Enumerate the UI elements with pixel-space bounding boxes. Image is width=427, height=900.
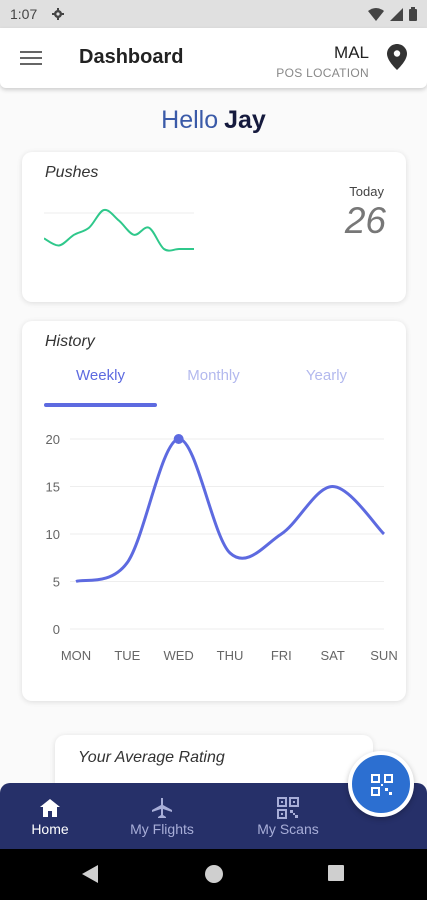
y-tick-label: 0 xyxy=(53,622,60,637)
nav-home[interactable]: Home xyxy=(0,783,100,849)
greeting: Hello Jay xyxy=(0,106,427,135)
app-bar: Dashboard MAL POS LOCATION xyxy=(0,28,427,88)
greeting-word: Hello xyxy=(161,106,219,134)
qr-code-icon xyxy=(277,797,299,819)
y-tick-label: 15 xyxy=(46,480,60,495)
x-tick-label: MON xyxy=(61,648,91,663)
x-tick-label: WED xyxy=(163,648,193,663)
pos-location-label: POS LOCATION xyxy=(276,66,369,80)
nav-my-scans-label: My Scans xyxy=(257,821,319,837)
x-tick-label: TUE xyxy=(114,648,140,663)
y-tick-label: 10 xyxy=(46,527,60,542)
rating-title: Your Average Rating xyxy=(78,749,225,766)
qr-scan-icon xyxy=(371,774,393,796)
pos-code: MAL xyxy=(334,43,369,62)
status-bar: 1:07 xyxy=(0,0,427,28)
nav-my-scans[interactable]: My Scans xyxy=(238,783,338,849)
battery-icon xyxy=(409,7,417,21)
location-pin-icon[interactable] xyxy=(387,44,407,70)
system-nav-bar xyxy=(0,849,427,900)
x-tick-label: SUN xyxy=(370,648,397,663)
page-title: Dashboard xyxy=(79,46,184,68)
x-tick-label: THU xyxy=(217,648,244,663)
history-chart: 0 5 10 15 20 MON TUE WED THU FRI SAT SUN xyxy=(46,432,398,663)
airplane-icon xyxy=(152,798,172,818)
tab-yearly[interactable]: Yearly xyxy=(305,367,348,384)
pushes-card: Pushes Today 26 xyxy=(22,152,406,302)
recent-apps-icon[interactable] xyxy=(328,865,344,881)
nav-my-flights-label: My Flights xyxy=(130,821,194,837)
scan-fab-button[interactable] xyxy=(348,751,414,817)
tab-monthly[interactable]: Monthly xyxy=(187,367,240,384)
status-time: 1:07 xyxy=(10,6,38,22)
home-circle-icon[interactable] xyxy=(205,865,223,883)
today-label: Today xyxy=(349,184,384,199)
tab-indicator xyxy=(44,403,157,407)
pushes-sparkline xyxy=(44,208,194,252)
pushes-title: Pushes xyxy=(45,164,99,181)
back-icon[interactable] xyxy=(82,865,98,883)
history-card: History Weekly Monthly Yearly 0 5 10 15 20 MO… xyxy=(22,321,406,701)
tab-weekly[interactable]: Weekly xyxy=(76,367,125,384)
sparkline-line xyxy=(44,208,194,252)
y-tick-label: 20 xyxy=(46,432,60,447)
greeting-name: Jay xyxy=(224,106,266,134)
nav-home-label: Home xyxy=(31,821,69,837)
gear-icon xyxy=(52,8,64,20)
signal-icon xyxy=(390,7,403,21)
nav-my-flights[interactable]: My Flights xyxy=(112,783,212,849)
history-tabs: Weekly Monthly Yearly xyxy=(44,367,384,407)
history-title: History xyxy=(45,333,95,350)
y-tick-label: 5 xyxy=(53,575,60,590)
x-tick-label: SAT xyxy=(321,648,345,663)
data-point-highlight xyxy=(173,434,184,444)
today-value: 26 xyxy=(344,200,386,241)
home-icon xyxy=(40,799,60,817)
history-series-line xyxy=(75,437,386,583)
x-tick-label: FRI xyxy=(271,648,292,663)
wifi-icon xyxy=(368,7,384,21)
menu-icon[interactable] xyxy=(20,49,42,67)
